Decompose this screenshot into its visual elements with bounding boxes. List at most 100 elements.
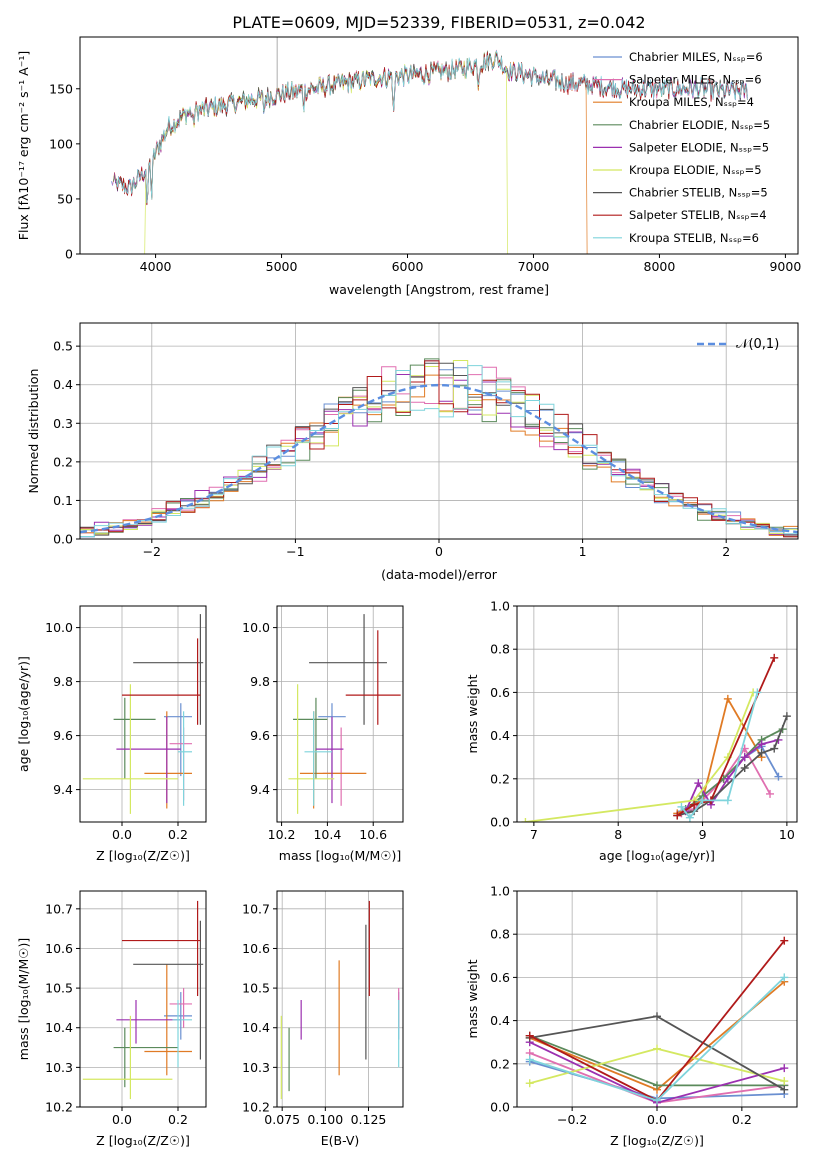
- x-tick-label: 6000: [392, 259, 424, 274]
- y-tick-label: 1.0: [490, 884, 510, 899]
- residuals-panel: −2 −1 0 1 2 0.0 0.1 0.2 0.3 0.4 0.5 𝒩(0,1) (data-mod…: [26, 322, 799, 582]
- y-tick-label: 0.3: [53, 416, 73, 431]
- y-tick-label: 0.4: [490, 1013, 510, 1028]
- x-tick-label: 0.100: [307, 1112, 343, 1127]
- axes-frame: [276, 605, 404, 823]
- y-tick-label: 9.4: [53, 782, 73, 797]
- y-tick-label: 10.2: [45, 1100, 73, 1115]
- x-tick-label: 10.6: [359, 827, 387, 842]
- legend-entry: Chabrier STELIB, Nₛₛₚ=5: [629, 186, 768, 200]
- plot-area: [280, 900, 400, 1100]
- legend-entry: Chabrier ELODIE, Nₛₛₚ=5: [629, 118, 770, 132]
- plot-area: [111, 37, 748, 254]
- y-tick-label: 1.0: [490, 599, 510, 614]
- y-axis-label: mass weight: [465, 959, 480, 1038]
- x-tick-label: 0.125: [351, 1112, 387, 1127]
- x-tick-label: 8000: [644, 259, 676, 274]
- y-tick-label: 10.7: [242, 901, 270, 916]
- legend-entry: Kroupa MILES, Nₛₛₚ=4: [629, 95, 754, 109]
- x-tick-label: 5000: [266, 259, 298, 274]
- plot-area: [82, 614, 204, 814]
- plot-area: [525, 936, 789, 1107]
- age-vs-mass-panel: 10.2 10.4 10.6 9.4 9.6 9.8 10.0 mass [log₁₀(M/M…: [242, 605, 404, 863]
- x-tick-label: −2: [143, 544, 161, 559]
- x-tick-label: 0.0: [112, 1112, 132, 1127]
- y-axis-label: Normed distribution: [26, 369, 41, 494]
- x-tick-label: 0.2: [732, 1112, 752, 1127]
- x-tick-label: 10: [779, 827, 795, 842]
- axes-frame: [79, 36, 799, 255]
- y-axis-label: mass weight: [465, 674, 480, 753]
- y-tick-label: 0.6: [490, 970, 510, 985]
- x-tick-label: 0.2: [168, 827, 188, 842]
- y-tick-label: 100: [49, 136, 73, 151]
- y-tick-label: 10.5: [242, 981, 270, 996]
- x-tick-label: 2: [722, 544, 730, 559]
- y-tick-label: 0.5: [53, 339, 73, 354]
- y-tick-label: 10.6: [45, 941, 73, 956]
- y-tick-label: 0.0: [490, 815, 510, 830]
- y-tick-label: 0.0: [53, 532, 73, 547]
- mass-vs-extinction-panel: 0.075 0.100 0.125 10.2 10.3 10.4 10.5 10.6 10.7 E…: [242, 890, 404, 1148]
- y-tick-label: 10.4: [242, 1020, 270, 1035]
- age-vs-metallicity-panel: 0.0 0.2 9.4 9.6 9.8 10.0 Z [log₁₀(Z/Z☉)] age [l…: [16, 605, 207, 863]
- legend-entry: Kroupa STELIB, Nₛₛₚ=6: [629, 231, 759, 245]
- spectrum-line: [116, 50, 748, 204]
- x-tick-label: 4000: [140, 259, 172, 274]
- y-axis-label: Flux [fλ10⁻¹⁷ erg cm⁻² s⁻¹ A⁻¹]: [16, 51, 31, 240]
- y-tick-label: 10.2: [242, 1100, 270, 1115]
- weight-line: [525, 692, 754, 822]
- plot-area: [521, 653, 791, 822]
- x-axis-label: Z [log₁₀(Z/Z☉)]: [610, 1133, 704, 1148]
- y-tick-label: 0.2: [53, 454, 73, 469]
- y-tick-label: 9.8: [250, 674, 270, 689]
- y-tick-label: 0.6: [490, 685, 510, 700]
- y-tick-label: 9.8: [53, 674, 73, 689]
- x-tick-label: 0.0: [112, 827, 132, 842]
- spectrum-panel: 4000 5000 6000 7000 8000 9000 0 50 100 150 wavelen…: [16, 36, 801, 297]
- x-tick-label: 7: [530, 827, 538, 842]
- y-tick-label: 10.3: [45, 1060, 73, 1075]
- weight-vs-metallicity-panel: −0.2 0.0 0.2 0.0 0.2 0.4 0.6 0.8 1.0 Z [log₁₀(Z/Z…: [465, 884, 798, 1148]
- y-tick-label: 10.7: [45, 901, 73, 916]
- x-axis-label: (data-model)/error: [381, 567, 498, 582]
- weight-line: [685, 728, 784, 810]
- x-tick-label: 10.2: [268, 827, 296, 842]
- x-axis-label: Z [log₁₀(Z/Z☉)]: [96, 848, 190, 863]
- y-axis-label: mass [log₁₀(M/M☉)]: [16, 938, 31, 1060]
- y-tick-label: 9.6: [53, 728, 73, 743]
- y-tick-label: 9.6: [250, 728, 270, 743]
- x-tick-label: 0.0: [647, 1112, 667, 1127]
- axes-frame: [276, 890, 404, 1108]
- y-tick-label: 10.3: [242, 1060, 270, 1075]
- plot-area: [82, 900, 204, 1100]
- figure-title: PLATE=0609, MJD=52339, FIBERID=0531, z=0…: [232, 13, 645, 32]
- x-tick-label: 7000: [518, 259, 550, 274]
- x-tick-label: −0.2: [557, 1112, 587, 1127]
- y-tick-label: 10.4: [45, 1020, 73, 1035]
- x-tick-label: 8: [614, 827, 622, 842]
- y-tick-label: 50: [57, 191, 73, 206]
- legend-entry: Salpeter MILES, Nₛₛₚ=6: [629, 73, 762, 87]
- y-tick-label: 10.6: [242, 941, 270, 956]
- y-tick-label: 10.0: [242, 620, 270, 635]
- y-tick-label: 10.0: [45, 620, 73, 635]
- y-tick-label: 0.2: [490, 1056, 510, 1071]
- legend: Chabrier MILES, Nₛₛₚ=6 Salpeter MILES, Nₛ…: [593, 50, 770, 245]
- x-axis-label: age [log₁₀(age/yr)]: [599, 848, 715, 863]
- weight-vs-age-panel: 7 8 9 10 0.0 0.2 0.4 0.6 0.8 1.0 age [log₁₀(age/yr…: [465, 599, 798, 863]
- y-tick-label: 0.2: [490, 771, 510, 786]
- x-axis-label: Z [log₁₀(Z/Z☉)]: [96, 1133, 190, 1148]
- x-tick-label: 9: [699, 827, 707, 842]
- y-tick-label: 0.4: [53, 377, 73, 392]
- y-tick-label: 0.8: [490, 642, 510, 657]
- y-axis-label: age [log₁₀(age/yr)]: [16, 656, 31, 772]
- x-tick-label: 1: [579, 544, 587, 559]
- legend-entry: 𝒩(0,1): [736, 337, 779, 352]
- x-axis-label: mass [log₁₀(M/M☉)]: [279, 848, 401, 863]
- x-tick-label: 0.075: [264, 1112, 300, 1127]
- weight-line: [676, 657, 776, 817]
- y-tick-label: 0: [65, 247, 73, 262]
- x-tick-label: 10.4: [313, 827, 341, 842]
- mass-vs-metallicity-panel: 0.0 0.2 10.2 10.3 10.4 10.5 10.6 10.7 Z [log₁₀(Z…: [16, 890, 207, 1148]
